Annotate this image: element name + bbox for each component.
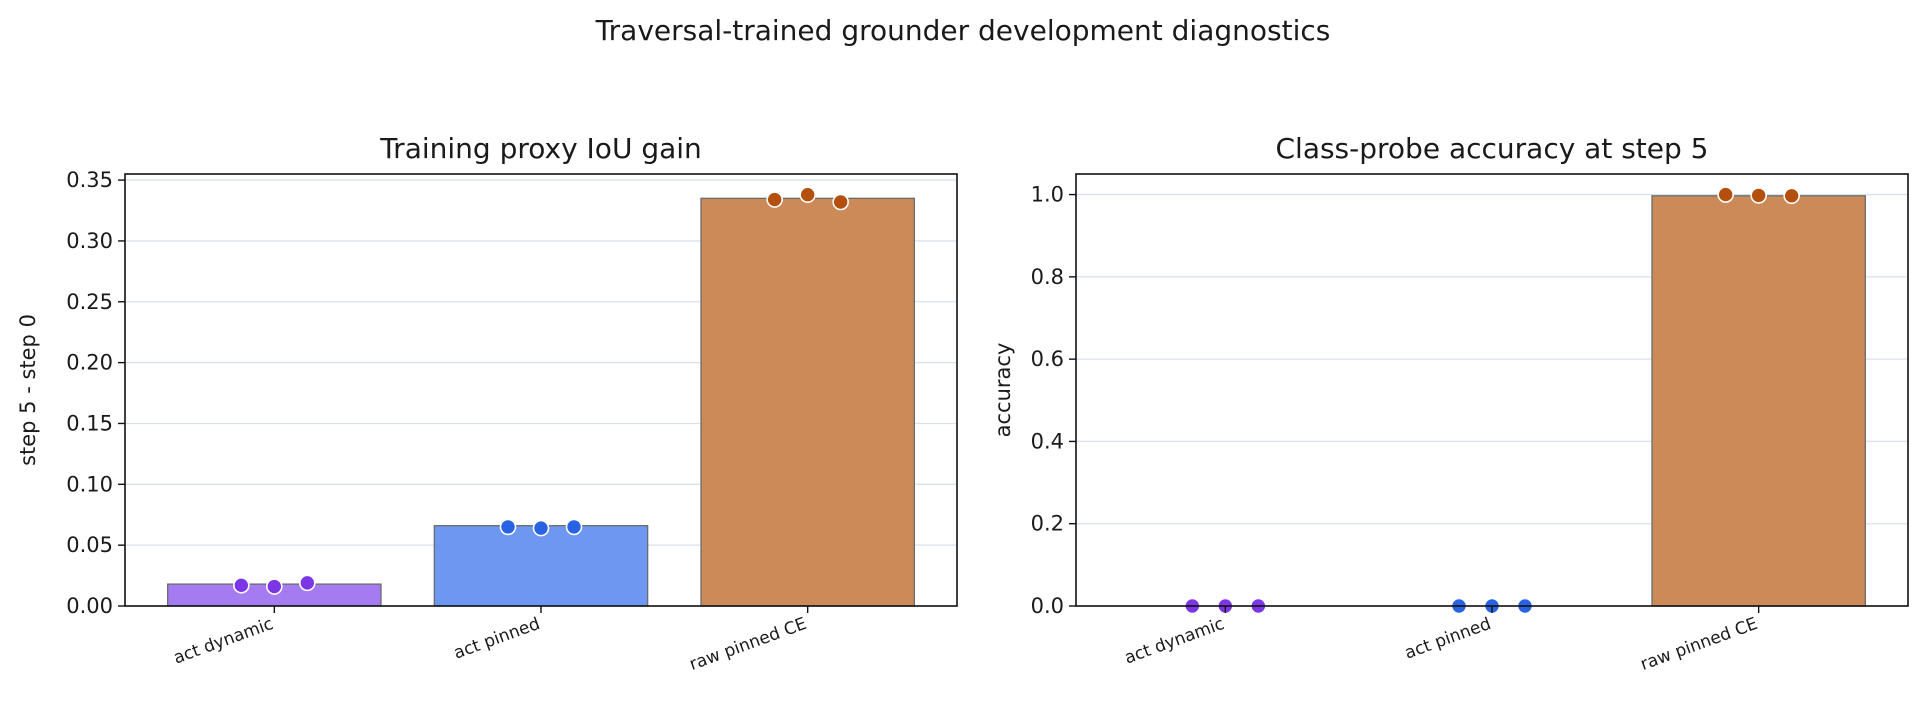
chart-title: Training proxy IoU gain — [379, 132, 702, 165]
y-tick-label: 0.20 — [66, 351, 113, 375]
data-point — [233, 577, 250, 594]
data-point — [1750, 187, 1767, 204]
data-point — [832, 193, 849, 211]
data-point — [565, 518, 583, 536]
data-point — [799, 186, 816, 203]
y-tick-label: 0.25 — [66, 290, 113, 314]
data-point — [1783, 187, 1800, 205]
y-tick-label: 0.15 — [66, 411, 113, 435]
y-tick-label: 0.30 — [66, 229, 113, 253]
x-tick-label: raw pinned CE — [687, 614, 809, 675]
data-point — [499, 518, 517, 536]
y-axis-label: step 5 - step 0 — [16, 314, 40, 466]
y-tick-label: 0.6 — [1031, 347, 1064, 371]
y-axis-label: accuracy — [991, 343, 1015, 438]
x-tick-label: raw pinned CE — [1638, 614, 1760, 675]
x-tick-label: act pinned — [451, 614, 543, 664]
y-tick-label: 0.0 — [1031, 594, 1064, 618]
y-tick-label: 1.0 — [1031, 183, 1064, 207]
bar — [700, 197, 915, 607]
data-point — [299, 574, 316, 592]
y-tick-label: 0.4 — [1031, 429, 1064, 453]
chart-title: Class-probe accuracy at step 5 — [1275, 132, 1708, 165]
figure-suptitle: Traversal-trained grounder development d… — [595, 14, 1331, 47]
x-tick-label: act dynamic — [171, 614, 276, 669]
y-tick-label: 0.05 — [66, 533, 113, 557]
y-tick-label: 0.00 — [66, 594, 113, 618]
bar — [433, 525, 649, 607]
data-point — [766, 191, 783, 208]
y-tick-label: 0.2 — [1031, 512, 1064, 536]
y-tick-label: 0.35 — [66, 168, 113, 192]
y-tick-label: 0.8 — [1031, 265, 1064, 289]
data-point — [532, 519, 550, 537]
bar — [1651, 195, 1866, 607]
data-point — [1717, 186, 1734, 203]
data-point — [266, 578, 283, 595]
x-tick-label: act dynamic — [1122, 614, 1227, 669]
y-tick-label: 0.10 — [66, 472, 113, 496]
x-tick-label: act pinned — [1402, 614, 1494, 664]
